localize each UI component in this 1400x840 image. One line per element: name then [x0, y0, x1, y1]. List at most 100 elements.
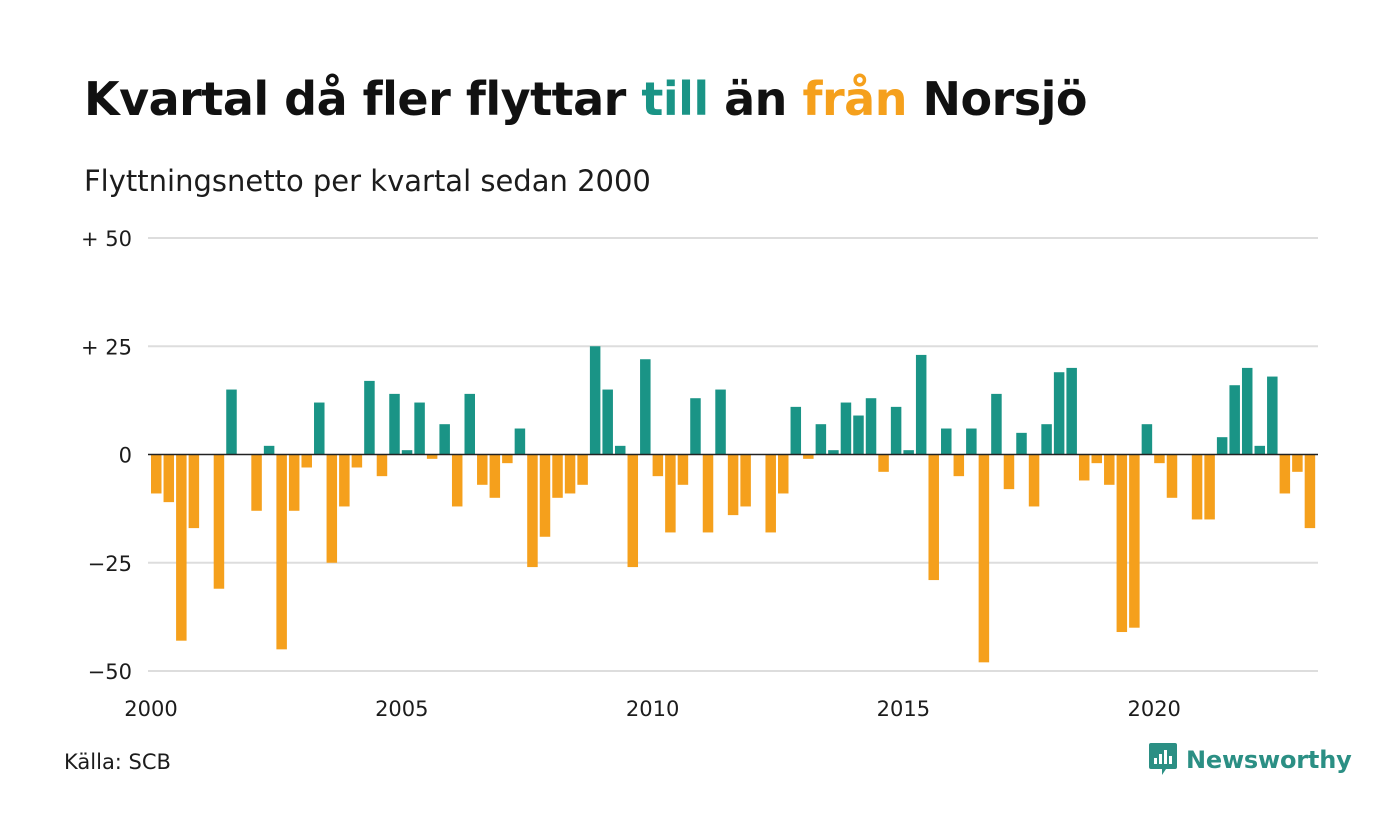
bar-positive [314, 402, 325, 455]
bar-positive [690, 398, 701, 455]
x-tick-label: 2005 [375, 697, 428, 721]
bar-positive [1016, 432, 1027, 455]
bar-negative [451, 454, 463, 507]
bar-positive [1241, 367, 1253, 455]
bar-negative [727, 454, 739, 516]
bar-negative [1104, 454, 1115, 485]
bar-positive [966, 428, 977, 455]
title-part-3: Norsjö [906, 72, 1088, 126]
bar-negative [1129, 454, 1140, 628]
brand-logo: Newsworthy [1148, 742, 1352, 778]
bar-negative [426, 454, 438, 459]
bar-positive [853, 415, 864, 455]
bar-positive [1229, 385, 1240, 455]
bar-negative [765, 454, 776, 533]
bar-positive [389, 393, 400, 455]
bars [151, 346, 1316, 663]
x-tick-label: 2020 [1127, 697, 1180, 721]
y-tick-label: + 50 [81, 227, 132, 251]
bar-negative [489, 454, 501, 498]
bar-positive [903, 450, 914, 455]
bar-positive [1254, 445, 1266, 455]
bar-negative [1116, 454, 1128, 633]
bar-negative [1028, 454, 1040, 507]
bar-positive [715, 389, 726, 455]
bar-positive [840, 402, 852, 455]
bar-positive [815, 424, 827, 455]
bar-positive [414, 402, 425, 455]
bar-negative [778, 454, 789, 494]
bar-negative [213, 454, 225, 589]
title-highlight-out: från [802, 72, 907, 126]
bar-negative [326, 454, 338, 563]
bar-chart: + 50 + 25 0 −25 −50 2000 2005 2010 2015 2020 [81, 227, 1318, 721]
bar-positive [915, 354, 927, 455]
bar-negative [1304, 454, 1316, 529]
bar-positive [1041, 424, 1052, 455]
bar-positive [1053, 372, 1065, 455]
bar-positive [865, 398, 877, 455]
bar-negative [1091, 454, 1102, 464]
bar-negative [376, 454, 388, 477]
bar-positive [602, 389, 613, 455]
bar-negative [953, 454, 965, 477]
bar-positive [790, 406, 802, 455]
bar-positive [991, 393, 1002, 455]
y-tick-label: −50 [88, 660, 132, 684]
bar-negative [276, 454, 287, 650]
bar-negative [1166, 454, 1178, 498]
y-tick-label: 0 [119, 444, 132, 468]
bar-negative [702, 454, 714, 533]
source-note: Källa: SCB [64, 750, 171, 774]
x-tick-label: 2000 [124, 697, 177, 721]
bar-positive [401, 450, 413, 455]
bar-negative [665, 454, 676, 533]
title-part-1: Kvartal då fler flyttar [84, 72, 642, 126]
bar-negative [176, 454, 187, 641]
bar-negative [627, 454, 639, 568]
bar-negative [803, 454, 814, 459]
x-tick-label: 2015 [877, 697, 930, 721]
bar-negative [1003, 454, 1015, 490]
bar-negative [301, 454, 312, 468]
bar-negative [978, 454, 990, 663]
bar-negative [1204, 454, 1215, 520]
bar-negative [151, 454, 162, 494]
bar-negative [502, 454, 513, 464]
bar-positive [1267, 376, 1278, 455]
bar-negative [928, 454, 939, 581]
bar-negative [339, 454, 350, 507]
bar-negative [1078, 454, 1090, 481]
bar-negative [564, 454, 576, 494]
bar-positive [1216, 437, 1228, 455]
bar-negative [652, 454, 664, 477]
bar-negative [527, 454, 538, 568]
title-highlight-in: till [641, 72, 709, 126]
bar-negative [539, 454, 551, 537]
bar-positive [589, 346, 601, 455]
bar-positive [890, 406, 902, 455]
bar-negative [1154, 454, 1165, 464]
newsworthy-chart-bubble-icon [1149, 743, 1177, 775]
x-tick-label: 2010 [626, 697, 679, 721]
bar-negative [677, 454, 689, 485]
tick-labels: + 50 + 25 0 −25 −50 2000 2005 2010 2015 2020 [81, 227, 1181, 721]
bar-positive [1141, 424, 1153, 455]
chart-title: Kvartal då fler flyttar till än från Nor… [84, 72, 1088, 126]
bar-negative [740, 454, 751, 507]
bar-negative [351, 454, 363, 468]
bar-negative [1279, 454, 1291, 494]
bar-positive [364, 380, 375, 455]
bar-positive [941, 428, 952, 455]
bar-positive [828, 450, 839, 455]
bar-positive [1066, 367, 1077, 455]
bar-negative [188, 454, 200, 529]
bar-negative [1191, 454, 1203, 520]
bar-positive [439, 424, 450, 455]
chart-subtitle: Flyttningsnetto per kvartal sedan 2000 [84, 164, 651, 198]
title-part-2: än [708, 72, 803, 126]
bar-positive [263, 445, 275, 455]
bar-negative [288, 454, 300, 511]
bar-positive [640, 359, 651, 455]
bar-negative [251, 454, 262, 511]
